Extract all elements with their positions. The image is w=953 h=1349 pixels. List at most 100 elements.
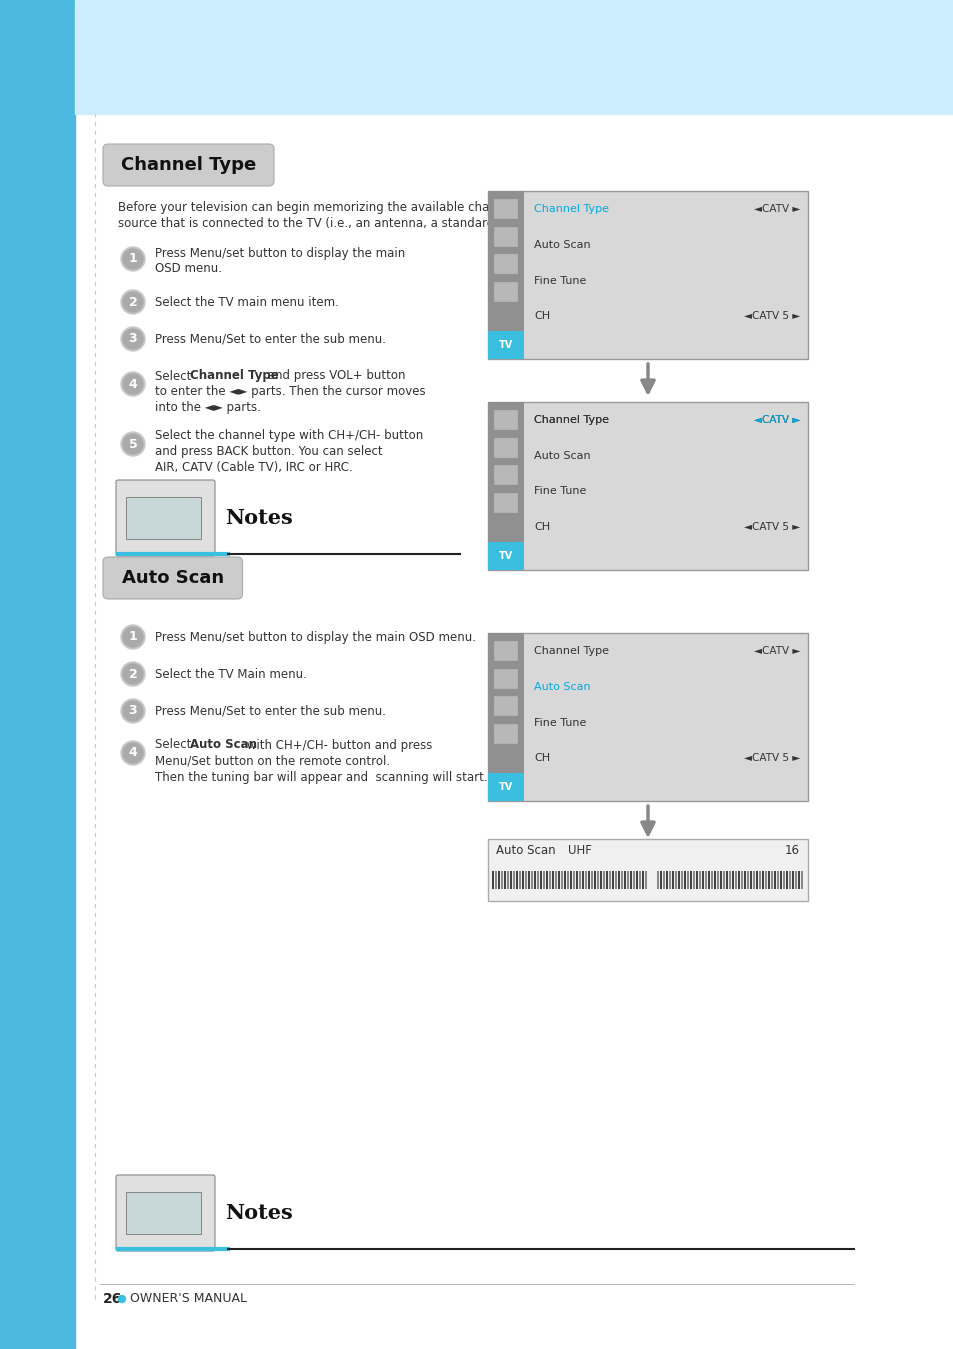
Bar (794, 871, 797, 889)
Bar (801, 871, 802, 889)
Bar (671, 871, 674, 889)
Bar (531, 871, 533, 889)
Circle shape (123, 627, 143, 648)
Bar (494, 641, 517, 661)
Bar (488, 542, 523, 571)
Text: 4: 4 (129, 746, 137, 759)
Circle shape (123, 664, 143, 684)
Text: with CH+/CH- button and press: with CH+/CH- button and press (243, 738, 432, 751)
Bar (552, 871, 554, 889)
Text: ◄CATV 5 ►: ◄CATV 5 ► (743, 312, 800, 321)
Bar (537, 871, 539, 889)
Bar (641, 871, 644, 889)
Bar (602, 871, 605, 889)
Bar (704, 871, 707, 889)
Bar (728, 871, 731, 889)
Bar (494, 492, 517, 513)
Text: Auto Scan: Auto Scan (534, 451, 590, 461)
Bar (599, 871, 602, 889)
Bar (126, 496, 201, 540)
Text: Press Menu/set button to display the main OSD menu.: Press Menu/set button to display the mai… (154, 630, 476, 643)
Text: AIR, CATV (Cable TV), IRC or HRC.: AIR, CATV (Cable TV), IRC or HRC. (154, 461, 353, 475)
Bar (555, 871, 557, 889)
Bar (495, 871, 497, 889)
Bar (657, 871, 659, 889)
Text: into the ◄► parts.: into the ◄► parts. (154, 402, 260, 414)
Bar (780, 871, 781, 889)
Text: Channel Type: Channel Type (534, 204, 608, 214)
FancyBboxPatch shape (103, 557, 242, 599)
Circle shape (123, 701, 143, 720)
Bar (743, 871, 745, 889)
Bar (722, 871, 724, 889)
Circle shape (123, 329, 143, 349)
Text: Select the TV main menu item.: Select the TV main menu item. (154, 295, 338, 309)
Text: CH: CH (534, 522, 550, 533)
Text: Select the channel type with CH+/CH- button: Select the channel type with CH+/CH- but… (154, 429, 423, 442)
Text: Channel Type: Channel Type (121, 156, 255, 174)
Bar (612, 871, 614, 889)
Text: Channel Type: Channel Type (534, 415, 608, 425)
Bar (597, 871, 598, 889)
Bar (678, 871, 679, 889)
Bar (534, 871, 536, 889)
Text: Auto Scan: Auto Scan (496, 844, 555, 858)
Bar (569, 871, 572, 889)
Bar (752, 871, 755, 889)
Circle shape (123, 434, 143, 455)
FancyBboxPatch shape (116, 480, 214, 556)
Bar (782, 871, 784, 889)
Bar (749, 871, 752, 889)
Text: 1: 1 (129, 252, 137, 266)
Bar (605, 871, 608, 889)
Bar (608, 871, 611, 889)
Text: CH: CH (534, 753, 550, 764)
Text: Select the TV Main menu.: Select the TV Main menu. (154, 668, 307, 680)
Text: Select: Select (154, 370, 195, 383)
Bar (675, 871, 677, 889)
Text: 5: 5 (129, 437, 137, 451)
Bar (560, 871, 563, 889)
Text: Then the tuning bar will appear and  scanning will start.: Then the tuning bar will appear and scan… (154, 770, 487, 784)
Text: 2: 2 (129, 295, 137, 309)
Circle shape (121, 326, 145, 351)
Bar (500, 871, 503, 889)
Bar (524, 871, 527, 889)
Bar (545, 871, 548, 889)
Text: ◄CATV ►: ◄CATV ► (753, 204, 800, 214)
Bar (488, 402, 523, 571)
Circle shape (123, 374, 143, 394)
Bar (576, 871, 578, 889)
Text: ◄CATV ►: ◄CATV ► (753, 646, 800, 656)
Bar (689, 871, 692, 889)
Bar (0, 0, 75, 1349)
Bar (791, 871, 794, 889)
Bar (488, 633, 807, 801)
Bar (494, 254, 517, 274)
Bar (686, 871, 689, 889)
Text: to enter the ◄► parts. Then the cursor moves: to enter the ◄► parts. Then the cursor m… (154, 386, 425, 398)
Text: Auto Scan: Auto Scan (534, 240, 590, 250)
Bar (620, 871, 623, 889)
Bar (492, 871, 494, 889)
Circle shape (121, 247, 145, 271)
Circle shape (121, 432, 145, 456)
Text: ◄CATV 5 ►: ◄CATV 5 ► (743, 753, 800, 764)
Bar (644, 871, 647, 889)
Text: Press Menu/set button to display the main: Press Menu/set button to display the mai… (154, 247, 405, 259)
Text: 1: 1 (129, 630, 137, 643)
Bar (513, 871, 515, 889)
Bar (539, 871, 542, 889)
Text: OSD menu.: OSD menu. (154, 263, 222, 275)
Text: source that is connected to the TV (i.e., an antenna, a standard cable system, a: source that is connected to the TV (i.e.… (118, 217, 696, 229)
Bar (713, 871, 716, 889)
Text: 4: 4 (129, 378, 137, 390)
Text: Auto Scan: Auto Scan (534, 681, 590, 692)
Bar (584, 871, 587, 889)
Bar (707, 871, 710, 889)
Circle shape (123, 250, 143, 268)
Text: and press BACK button. You can select: and press BACK button. You can select (154, 445, 382, 459)
Bar (683, 871, 686, 889)
Text: Channel Type: Channel Type (534, 646, 608, 656)
Bar (797, 871, 800, 889)
